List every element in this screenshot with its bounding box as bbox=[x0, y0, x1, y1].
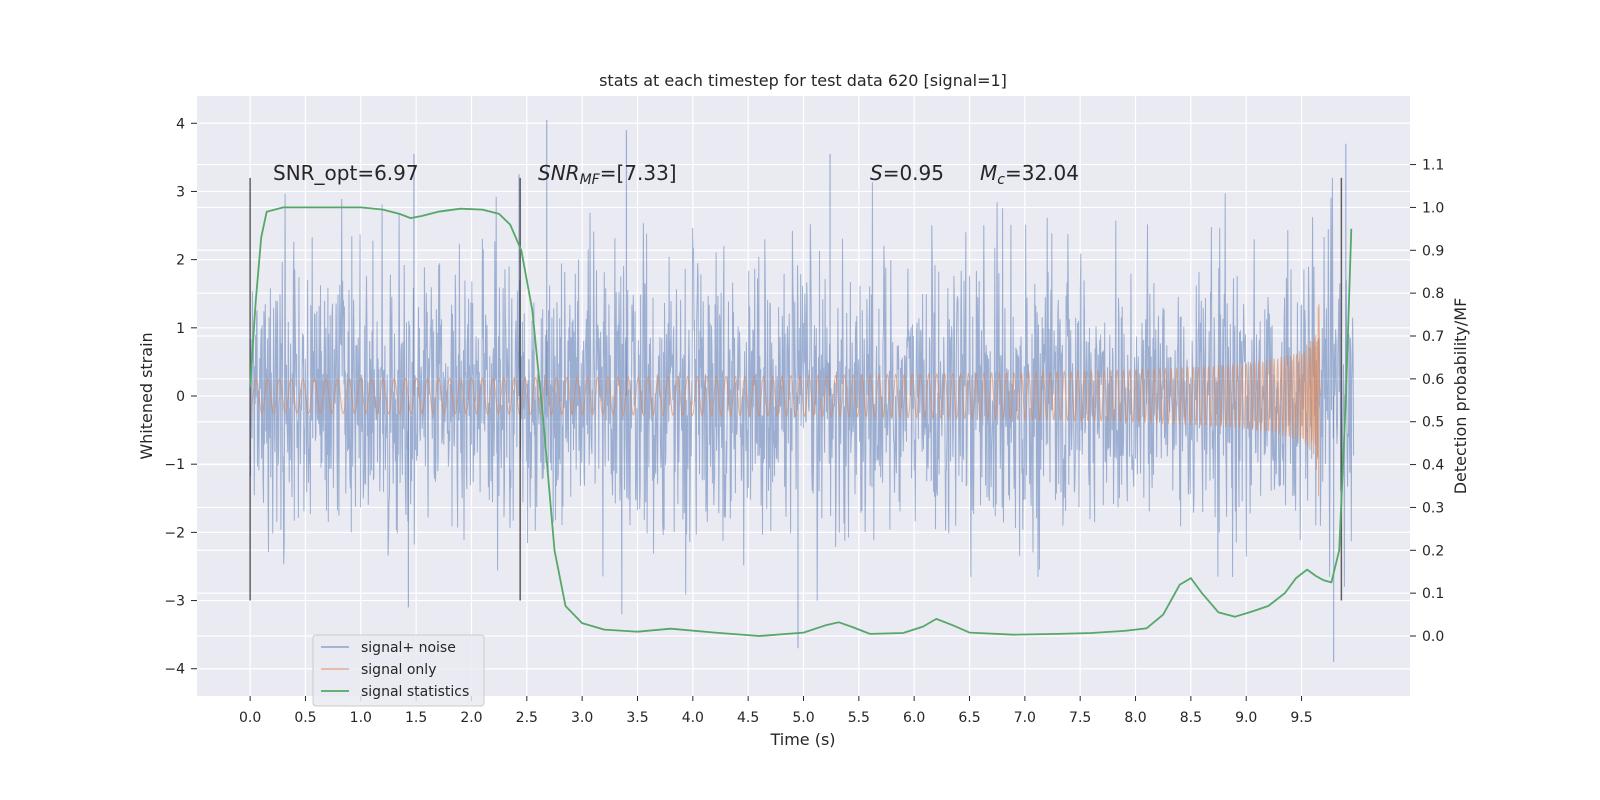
annotation-mc-main: M bbox=[980, 161, 997, 185]
x-tick-label: 1.5 bbox=[405, 710, 427, 726]
y-tick-label: −2 bbox=[164, 525, 185, 541]
y-tick-label: −4 bbox=[164, 662, 185, 678]
y-right-tick-label: 0.5 bbox=[1422, 415, 1444, 431]
y-right-tick-label: 0.2 bbox=[1422, 543, 1444, 559]
y-right-tick-label: 0.1 bbox=[1422, 586, 1444, 602]
chirp-trace bbox=[249, 304, 1322, 497]
annotation-mc-sub: c bbox=[997, 172, 1005, 188]
x-tick-label: 9.0 bbox=[1235, 710, 1257, 726]
y-right-tick-label: 0.6 bbox=[1422, 372, 1444, 388]
annotation-mc: Mc=32.04 bbox=[980, 161, 1079, 188]
annotation-s-main: S bbox=[870, 161, 883, 185]
y-right-axis-label: Detection probability/MF bbox=[1451, 298, 1470, 495]
x-tick-label: 4.0 bbox=[682, 710, 704, 726]
x-tick-label: 3.0 bbox=[571, 710, 593, 726]
y-right-tick-label: 0.9 bbox=[1422, 243, 1444, 259]
x-tick-label: 6.0 bbox=[903, 710, 925, 726]
series-signal-statistics bbox=[249, 206, 1353, 637]
y-right-tick-label: 0.0 bbox=[1422, 629, 1444, 645]
x-tick-label: 8.0 bbox=[1124, 710, 1146, 726]
x-tick-label: 8.5 bbox=[1180, 710, 1202, 726]
x-tick-label: 7.0 bbox=[1014, 710, 1036, 726]
x-tick-label: 4.5 bbox=[737, 710, 759, 726]
legend-box bbox=[312, 634, 485, 707]
series-signal-only bbox=[249, 304, 1322, 497]
y-right-tick-label: 0.8 bbox=[1422, 286, 1444, 302]
x-tick-label: 5.0 bbox=[792, 710, 814, 726]
annotation-mc-value: =32.04 bbox=[1005, 161, 1079, 185]
x-tick-label: 6.5 bbox=[958, 710, 980, 726]
statistics-line bbox=[249, 206, 1353, 637]
annotation-snr-opt: SNR_opt=6.97 bbox=[273, 161, 419, 185]
y-right-tick-label: 0.4 bbox=[1422, 458, 1444, 474]
x-tick-label: 0.5 bbox=[294, 710, 316, 726]
y-tick-label: 2 bbox=[176, 253, 185, 269]
y-tick-label: 1 bbox=[176, 321, 185, 337]
y-right-tick-labels: 0.0 0.1 0.2 0.3 0.4 0.5 0.6 0.7 0.8 0.9 1.0 1.1 bbox=[1410, 158, 1444, 645]
annotation-snr-mf-main: SNR bbox=[538, 161, 580, 185]
x-tick-label: 9.5 bbox=[1290, 710, 1312, 726]
x-tick-labels: 0.0 0.5 1.0 1.5 2.0 2.5 3.0 3.5 4.0 4.5 5.0 5.5 6.0 6… bbox=[239, 696, 1313, 726]
legend: signal+ noise signal only signal statist… bbox=[312, 634, 485, 707]
x-tick-label: 1.0 bbox=[350, 710, 372, 726]
annotation-snr-mf-sub: MF bbox=[580, 172, 601, 188]
y-tick-label: −3 bbox=[164, 594, 185, 610]
y-right-tick-label: 1.0 bbox=[1422, 200, 1444, 216]
legend-label-signal-plus-noise: signal+ noise bbox=[361, 640, 456, 656]
annotation-s-value: =0.95 bbox=[883, 161, 944, 185]
annotations: SNR_opt=6.97 SNRMF=[7.33] S=0.95 Mc=32.0… bbox=[273, 161, 1079, 188]
x-tick-label: 3.5 bbox=[626, 710, 648, 726]
y-right-tick-label: 1.1 bbox=[1422, 158, 1444, 174]
legend-label-signal-only: signal only bbox=[361, 662, 436, 678]
annotation-snr-mf: SNRMF=[7.33] bbox=[538, 161, 677, 188]
y-tick-label: 0 bbox=[176, 389, 185, 405]
chart-title: stats at each timestep for test data 620… bbox=[599, 71, 1007, 90]
y-right-tick-label: 0.3 bbox=[1422, 500, 1444, 516]
y-axis-label: Whitened strain bbox=[137, 332, 156, 459]
y-tick-label: −1 bbox=[164, 457, 185, 473]
x-axis-label: Time (s) bbox=[769, 730, 835, 749]
legend-label-signal-statistics: signal statistics bbox=[361, 684, 469, 700]
y-tick-labels: −4 −3 −2 −1 0 1 2 3 4 bbox=[164, 116, 197, 678]
y-right-tick-label: 0.7 bbox=[1422, 329, 1444, 345]
x-tick-label: 2.5 bbox=[516, 710, 538, 726]
x-tick-label: 0.0 bbox=[239, 710, 261, 726]
x-tick-label: 7.5 bbox=[1069, 710, 1091, 726]
x-tick-label: 5.5 bbox=[848, 710, 870, 726]
annotation-snr-mf-value: =[7.33] bbox=[600, 161, 677, 185]
y-tick-label: 4 bbox=[176, 116, 185, 132]
y-tick-label: 3 bbox=[176, 184, 185, 200]
annotation-s: S=0.95 bbox=[870, 161, 944, 185]
x-tick-label: 2.0 bbox=[460, 710, 482, 726]
